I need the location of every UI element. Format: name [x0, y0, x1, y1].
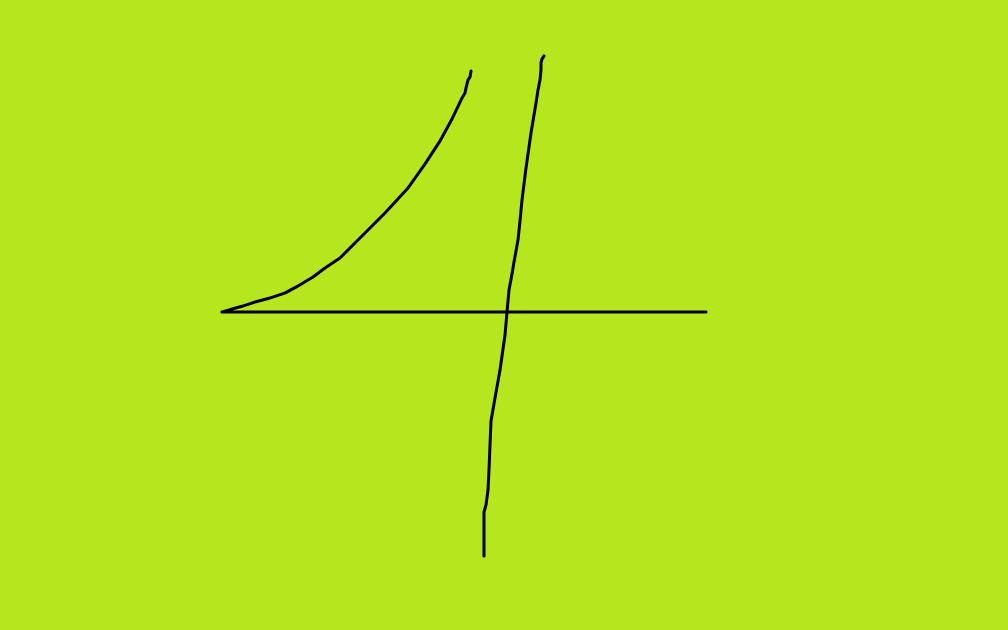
vertical-stem — [482, 54, 546, 558]
curved-left-stroke — [220, 69, 473, 314]
